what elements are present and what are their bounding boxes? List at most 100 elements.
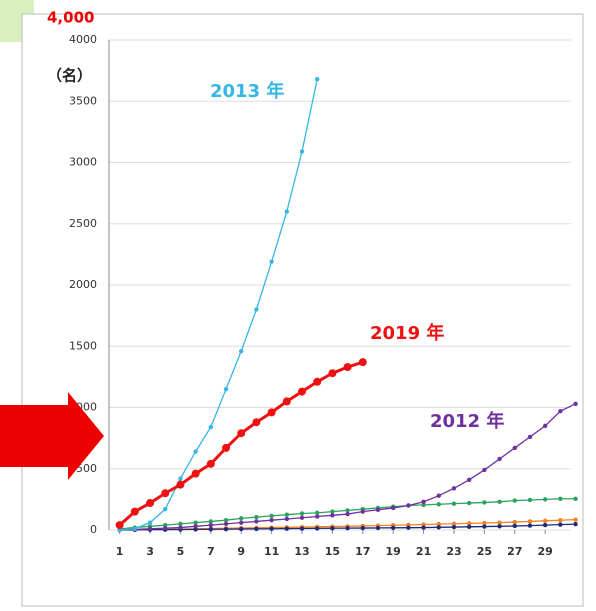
series-label: 2012 年 — [430, 410, 504, 432]
marker — [358, 358, 367, 367]
marker — [542, 497, 548, 502]
marker — [223, 386, 229, 392]
marker — [527, 434, 533, 440]
marker — [315, 526, 320, 531]
marker — [254, 526, 259, 532]
marker — [512, 523, 517, 529]
marker — [406, 525, 411, 530]
x-tick-label: 29 — [538, 545, 553, 558]
marker — [466, 524, 472, 530]
marker — [315, 510, 320, 516]
y-tick-label: 500 — [76, 462, 97, 475]
marker — [345, 525, 350, 531]
x-tick-label: 9 — [237, 545, 245, 558]
top-label: 4,000 — [47, 9, 94, 27]
marker — [542, 423, 548, 429]
marker — [239, 348, 244, 354]
marker — [130, 507, 139, 516]
marker — [223, 521, 229, 527]
marker — [542, 522, 548, 528]
x-tick-label: 7 — [207, 545, 215, 558]
marker — [132, 526, 138, 531]
marker — [147, 526, 153, 531]
y-tick-label: 2500 — [69, 217, 97, 230]
x-tick-label: 15 — [325, 545, 340, 558]
x-tick-label: 19 — [386, 545, 401, 558]
marker — [299, 526, 305, 531]
marker — [299, 511, 305, 516]
x-tick-label: 3 — [146, 545, 154, 558]
arrow — [0, 392, 104, 480]
marker — [269, 526, 274, 531]
unit-label: （名） — [47, 67, 92, 85]
x-tick-label: 11 — [264, 545, 279, 558]
marker — [254, 514, 259, 520]
marker — [239, 526, 244, 532]
marker — [330, 526, 335, 531]
marker — [345, 511, 350, 517]
marker — [147, 520, 153, 525]
marker — [345, 508, 350, 513]
marker — [421, 499, 426, 505]
marker — [558, 518, 563, 523]
marker — [269, 259, 274, 264]
marker — [421, 502, 426, 508]
marker — [284, 209, 290, 214]
marker — [193, 449, 198, 454]
y-tick-label: 2000 — [69, 278, 97, 291]
marker — [343, 363, 352, 372]
marker — [451, 501, 457, 506]
marker — [239, 520, 244, 525]
marker — [527, 497, 533, 503]
marker — [191, 469, 200, 478]
marker — [178, 476, 183, 481]
marker — [527, 523, 533, 528]
marker — [451, 524, 457, 530]
marker — [406, 503, 411, 508]
marker — [193, 527, 198, 532]
marker — [269, 518, 274, 523]
marker — [466, 521, 472, 526]
marker — [512, 498, 517, 503]
marker — [497, 499, 502, 505]
marker — [421, 525, 426, 530]
marker — [313, 377, 322, 386]
marker — [254, 519, 259, 524]
marker — [282, 397, 291, 406]
marker — [390, 525, 396, 530]
y-tick-label: 3500 — [69, 94, 97, 107]
marker — [497, 520, 502, 525]
marker — [558, 522, 563, 527]
marker — [360, 525, 365, 531]
marker — [269, 513, 274, 519]
marker — [573, 401, 578, 407]
marker — [284, 526, 290, 531]
series-line — [119, 79, 318, 531]
x-tick-label: 27 — [507, 545, 522, 558]
marker — [328, 369, 337, 378]
marker — [239, 516, 244, 521]
marker — [573, 496, 578, 501]
marker — [482, 520, 487, 526]
x-tick-label: 13 — [294, 545, 309, 558]
marker — [482, 467, 487, 473]
series-label: 2019 年 — [370, 322, 444, 344]
marker — [237, 429, 246, 438]
marker — [298, 387, 307, 396]
marker — [223, 526, 229, 532]
marker — [299, 149, 305, 154]
marker — [436, 502, 441, 507]
x-tick-label: 17 — [355, 545, 370, 558]
y-tick-label: 3000 — [69, 156, 97, 169]
marker — [542, 518, 548, 524]
marker — [466, 500, 472, 506]
x-tick-label: 21 — [416, 545, 431, 558]
marker — [390, 505, 396, 511]
marker — [436, 521, 441, 527]
marker — [482, 524, 487, 529]
x-tick-label: 1 — [116, 545, 124, 558]
marker — [330, 513, 335, 518]
marker — [573, 517, 578, 522]
